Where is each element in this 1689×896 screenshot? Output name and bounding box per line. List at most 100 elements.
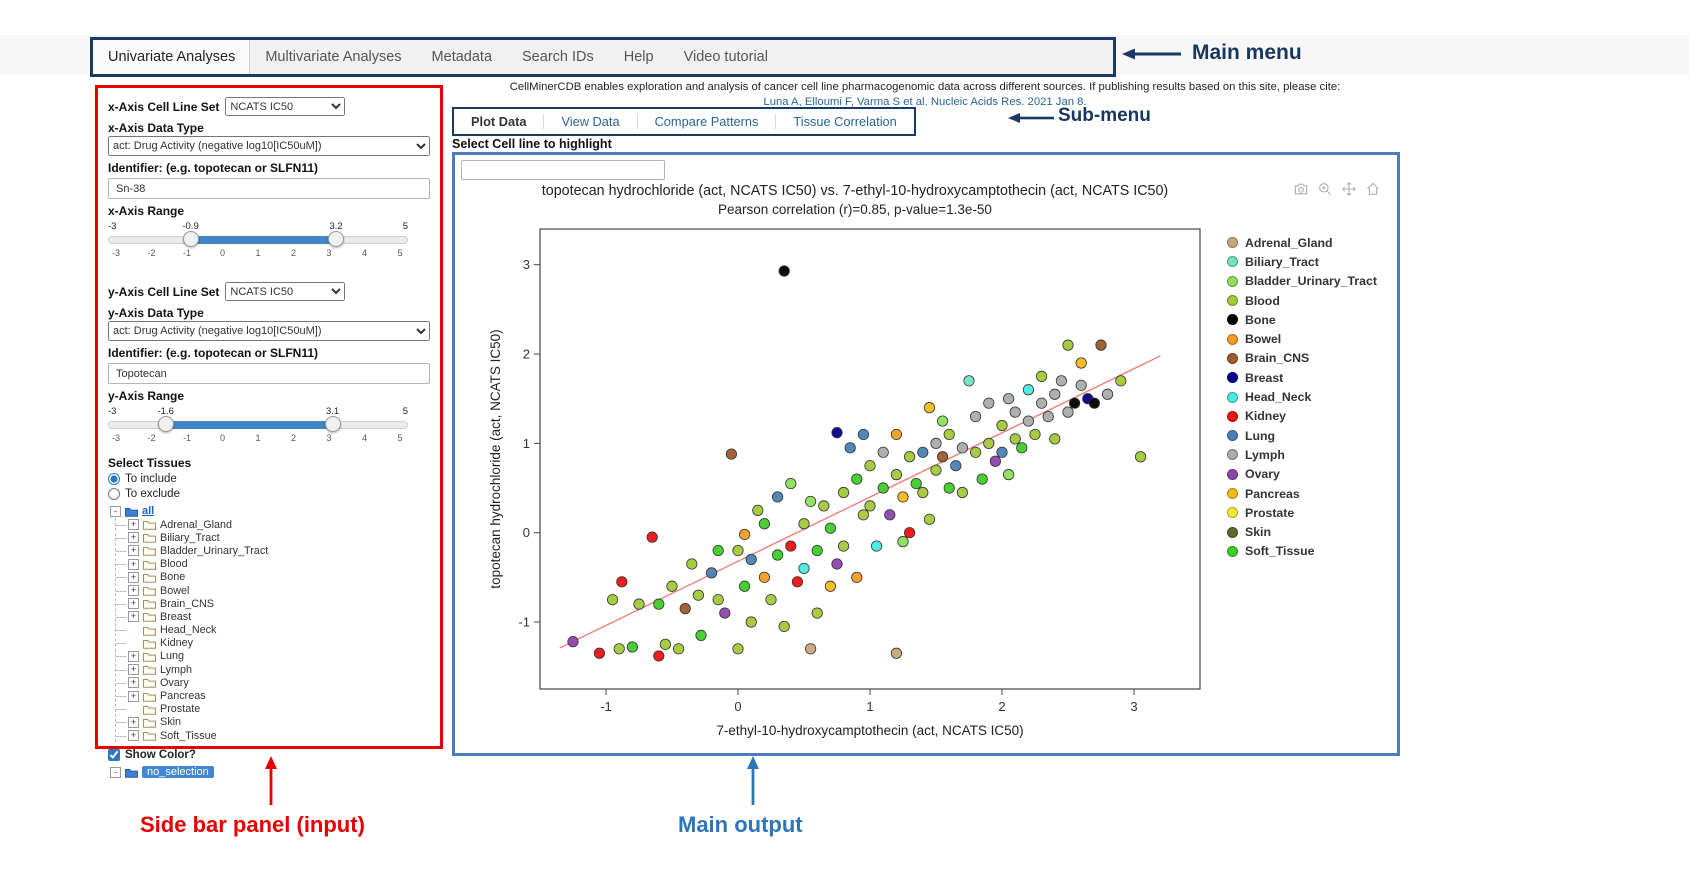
cell-line-highlight-input[interactable] [461, 160, 665, 180]
tree-root-label[interactable]: all [142, 505, 155, 517]
scatter-plot[interactable]: -1 0 1 2 3 -1 0 1 2 3 7-ethyl-10-hydroxycamptothec… [485, 221, 1225, 749]
tissue-tree-item-bowel[interactable]: + Bowel [116, 584, 430, 597]
exclude-radio[interactable] [108, 488, 120, 500]
x-data-type-select[interactable]: act: Drug Activity (negative log10[IC50u… [108, 136, 430, 156]
legend-item-bladder_urinary_tract[interactable]: Bladder_Urinary_Tract [1227, 272, 1377, 291]
tissue-label[interactable]: Blood [160, 558, 188, 571]
expand-icon[interactable]: + [128, 598, 139, 610]
legend-item-lymph[interactable]: Lymph [1227, 445, 1377, 464]
range-handle-high[interactable] [328, 231, 345, 247]
range-handle-low[interactable] [182, 231, 199, 247]
zoom-in-icon[interactable] [1317, 181, 1333, 197]
y-cell-line-set-select[interactable]: NCATS IC50 [225, 282, 346, 301]
tissue-label[interactable]: Bowel [160, 584, 190, 597]
pan-icon[interactable] [1341, 181, 1357, 197]
tissue-tree-item-pancreas[interactable]: + Pancreas [116, 689, 430, 702]
legend-item-kidney[interactable]: Kidney [1227, 407, 1377, 426]
submenu-view-data[interactable]: View Data [543, 114, 636, 129]
tissue-label[interactable]: Kidney [160, 637, 194, 650]
legend-item-lung[interactable]: Lung [1227, 426, 1377, 445]
tissue-tree-item-bladder_urinary_tract[interactable]: + Bladder_Urinary_Tract [116, 544, 430, 557]
legend-item-ovary[interactable]: Ovary [1227, 465, 1377, 484]
submenu-compare-patterns[interactable]: Compare Patterns [636, 114, 776, 129]
menu-item-help[interactable]: Help [623, 49, 654, 65]
tissue-tree-item-skin[interactable]: + Skin [116, 716, 430, 729]
tissue-tree-item-prostate[interactable]: Prostate [116, 703, 430, 716]
range-handle-low[interactable] [157, 416, 174, 432]
menu-item-metadata[interactable]: Metadata [431, 49, 493, 65]
x-identifier-input[interactable] [108, 178, 430, 199]
y-axis-range-slider[interactable]: -3 5 -1.6 3.1 -3 -2 -1 0 1 2 3 4 5 [108, 406, 408, 446]
tissue-tree-item-blood[interactable]: + Blood [116, 558, 430, 571]
tissue-tree-item-biliary_tract[interactable]: + Biliary_Tract [116, 531, 430, 544]
tissue-label[interactable]: Brain_CNS [160, 597, 215, 610]
show-color-row[interactable]: Show Color? [108, 749, 430, 762]
submenu-plot-data[interactable]: Plot Data [471, 114, 527, 129]
exclude-radio-row[interactable]: To exclude [108, 488, 430, 500]
legend-item-blood[interactable]: Blood [1227, 291, 1377, 310]
citation-link[interactable]: Luna A, Elloumi F, Varma S et al. Nuclei… [763, 95, 1087, 108]
tissue-tree-item-ovary[interactable]: + Ovary [116, 676, 430, 689]
tissue-tree-item-soft_tissue[interactable]: + Soft_Tissue [116, 729, 430, 742]
expand-icon[interactable]: + [128, 545, 139, 557]
tissue-tree-item-bone[interactable]: + Bone [116, 571, 430, 584]
tissue-label[interactable]: Biliary_Tract [160, 531, 220, 544]
y-identifier-input[interactable] [108, 363, 430, 384]
include-radio[interactable] [108, 473, 120, 485]
legend-item-skin[interactable]: Skin [1227, 522, 1377, 541]
collapse-icon[interactable]: - [110, 505, 121, 517]
tissue-label[interactable]: Lymph [160, 663, 193, 676]
expand-icon[interactable]: + [128, 519, 139, 531]
tissue-label[interactable]: Soft_Tissue [160, 729, 217, 742]
tissue-label[interactable]: Breast [160, 610, 192, 623]
tissue-label[interactable]: Bladder_Urinary_Tract [160, 544, 269, 557]
expand-icon[interactable]: + [128, 585, 139, 597]
tissue-label[interactable]: Pancreas [160, 690, 206, 703]
expand-icon[interactable]: - [110, 766, 121, 778]
expand-icon[interactable]: + [128, 558, 139, 570]
tissue-label[interactable]: Bone [160, 571, 186, 584]
range-handle-high[interactable] [324, 416, 341, 432]
legend-item-prostate[interactable]: Prostate [1227, 503, 1377, 522]
tissue-tree-item-lung[interactable]: + Lung [116, 650, 430, 663]
legend-item-breast[interactable]: Breast [1227, 368, 1377, 387]
legend-item-adrenal_gland[interactable]: Adrenal_Gland [1227, 233, 1377, 252]
submenu-tissue-correlation[interactable]: Tissue Correlation [775, 114, 913, 129]
legend-item-bowel[interactable]: Bowel [1227, 329, 1377, 348]
menu-item-univariate-analyses[interactable]: Univariate Analyses [93, 40, 251, 74]
expand-icon[interactable]: + [128, 611, 139, 623]
tissue-tree-item-head_neck[interactable]: Head_Neck [116, 624, 430, 637]
menu-item-multivariate-analyses[interactable]: Multivariate Analyses [265, 49, 402, 65]
tissue-tree-item-kidney[interactable]: Kidney [116, 637, 430, 650]
tissue-label[interactable]: Skin [160, 716, 182, 729]
menu-item-search-ids[interactable]: Search IDs [522, 49, 594, 65]
tissue-label[interactable]: Head_Neck [160, 624, 217, 637]
expand-icon[interactable]: + [128, 532, 139, 544]
tissue-tree-item-breast[interactable]: + Breast [116, 610, 430, 623]
expand-icon[interactable]: + [128, 690, 139, 702]
camera-icon[interactable] [1293, 181, 1309, 197]
expand-icon[interactable]: + [128, 571, 139, 583]
selected-range[interactable] [190, 236, 337, 244]
legend-item-biliary_tract[interactable]: Biliary_Tract [1227, 252, 1377, 271]
tissue-label[interactable]: Lung [160, 650, 185, 663]
x-cell-line-set-select[interactable]: NCATS IC50 [225, 97, 346, 116]
tissue-label[interactable]: Prostate [160, 703, 201, 716]
expand-icon[interactable]: + [128, 664, 139, 676]
x-axis-range-slider[interactable]: -3 5 -0.9 3.2 -3 -2 -1 0 1 2 3 4 5 [108, 221, 408, 261]
no-selection-label[interactable]: no_selection [142, 766, 214, 779]
tissue-tree-item-brain_cns[interactable]: + Brain_CNS [116, 597, 430, 610]
expand-icon[interactable]: + [128, 730, 139, 742]
reset-axes-icon[interactable] [1365, 181, 1381, 197]
tissue-tree-item-lymph[interactable]: + Lymph [116, 663, 430, 676]
legend-item-brain_cns[interactable]: Brain_CNS [1227, 349, 1377, 368]
include-radio-row[interactable]: To include [108, 473, 430, 485]
no-selection-node[interactable]: - no_selection [110, 766, 430, 779]
expand-icon[interactable]: + [128, 650, 139, 662]
legend-item-head_neck[interactable]: Head_Neck [1227, 387, 1377, 406]
selected-range[interactable] [165, 421, 333, 429]
expand-icon[interactable]: + [128, 677, 139, 689]
legend-item-bone[interactable]: Bone [1227, 310, 1377, 329]
legend-item-pancreas[interactable]: Pancreas [1227, 484, 1377, 503]
menu-item-video-tutorial[interactable]: Video tutorial [683, 49, 768, 65]
